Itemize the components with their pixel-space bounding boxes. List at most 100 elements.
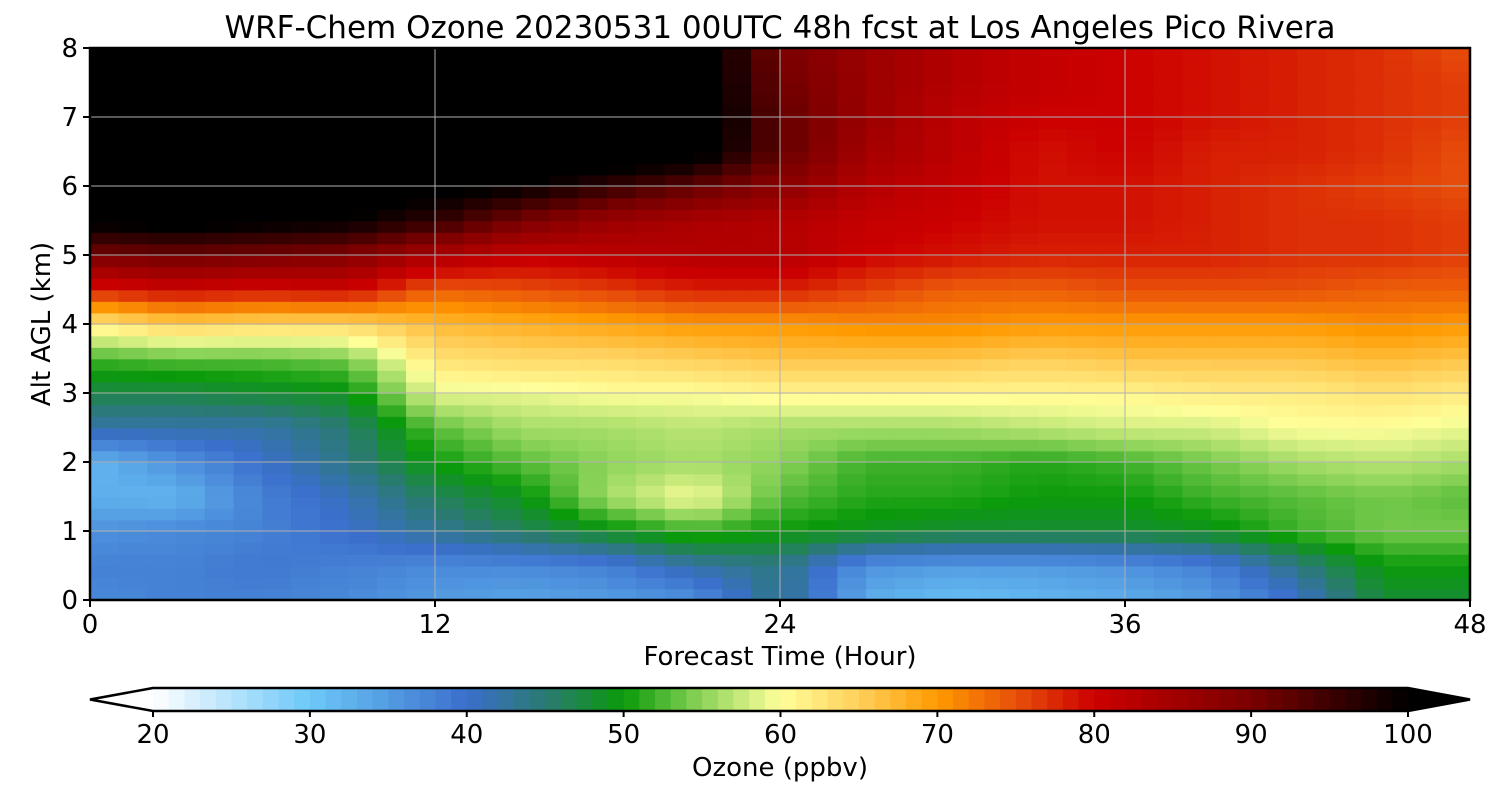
heatmap-cell bbox=[1441, 519, 1471, 532]
heatmap-cell bbox=[204, 151, 235, 164]
heatmap-cell bbox=[233, 392, 264, 406]
heatmap-cell bbox=[262, 208, 293, 222]
heatmap-cell bbox=[1182, 565, 1213, 578]
heatmap-cell bbox=[1153, 496, 1184, 509]
heatmap-cell bbox=[923, 450, 954, 463]
heatmap-cell bbox=[1009, 231, 1040, 245]
heatmap-cell bbox=[1211, 300, 1241, 314]
heatmap-cell bbox=[492, 208, 523, 222]
heatmap-cell bbox=[1441, 289, 1471, 302]
heatmap-cell bbox=[1239, 381, 1270, 394]
heatmap-cell bbox=[377, 381, 408, 394]
heatmap-cell bbox=[1239, 185, 1270, 199]
heatmap-cell bbox=[549, 47, 580, 61]
heatmap-cell bbox=[118, 47, 149, 61]
heatmap-cell bbox=[1038, 553, 1069, 567]
heatmap-cell bbox=[808, 300, 839, 314]
heatmap-cell bbox=[779, 323, 810, 337]
heatmap-cell bbox=[1124, 404, 1155, 417]
heatmap-cell bbox=[1354, 220, 1385, 233]
heatmap-cell bbox=[463, 346, 494, 360]
heatmap-cell bbox=[636, 300, 666, 314]
heatmap-cell bbox=[348, 542, 379, 555]
heatmap-cell bbox=[779, 473, 810, 486]
heatmap-cell bbox=[693, 197, 724, 210]
heatmap-cell bbox=[751, 323, 781, 337]
heatmap-cell bbox=[1268, 358, 1299, 371]
heatmap-cell bbox=[952, 289, 983, 302]
heatmap-cell bbox=[406, 300, 436, 314]
heatmap-cell bbox=[262, 484, 293, 498]
heatmap-cell bbox=[1182, 47, 1213, 61]
heatmap-cell bbox=[89, 185, 120, 199]
heatmap-cell bbox=[118, 208, 149, 222]
heatmap-cell bbox=[319, 404, 350, 417]
heatmap-cell bbox=[377, 473, 408, 486]
heatmap-cell bbox=[1412, 427, 1443, 440]
heatmap-cell bbox=[463, 47, 494, 61]
heatmap-cell bbox=[578, 507, 609, 521]
heatmap-cell bbox=[549, 450, 580, 463]
heatmap-cell bbox=[434, 576, 465, 590]
heatmap-cell bbox=[1182, 151, 1213, 164]
heatmap-cell bbox=[1239, 484, 1270, 498]
heatmap-cell bbox=[434, 496, 465, 509]
heatmap-cell bbox=[1326, 461, 1356, 475]
heatmap-cell bbox=[1354, 358, 1385, 371]
heatmap-cell bbox=[348, 312, 379, 325]
heatmap-cell bbox=[406, 392, 436, 406]
heatmap-cell bbox=[319, 358, 350, 371]
heatmap-cell bbox=[1124, 220, 1155, 233]
heatmap-cell bbox=[1124, 392, 1155, 406]
heatmap-cell bbox=[1067, 381, 1098, 394]
heatmap-cell bbox=[1124, 427, 1155, 440]
heatmap-cell bbox=[779, 392, 810, 406]
heatmap-cell bbox=[319, 484, 350, 498]
heatmap-cell bbox=[1153, 70, 1184, 84]
heatmap-cell bbox=[1096, 404, 1126, 417]
heatmap-cell bbox=[636, 461, 666, 475]
heatmap-cell bbox=[319, 519, 350, 532]
heatmap-cell bbox=[952, 93, 983, 107]
heatmap-cell bbox=[1211, 346, 1241, 360]
heatmap-cell bbox=[578, 335, 609, 348]
heatmap-cell bbox=[118, 93, 149, 107]
heatmap-cell bbox=[1124, 197, 1155, 210]
heatmap-cell bbox=[636, 450, 666, 463]
heatmap-cell bbox=[291, 542, 321, 555]
heatmap-cell bbox=[1412, 415, 1443, 429]
heatmap-cell bbox=[1354, 139, 1385, 153]
heatmap-cell bbox=[434, 565, 465, 578]
heatmap-cell bbox=[118, 128, 149, 141]
heatmap-cell bbox=[1441, 450, 1471, 463]
heatmap-cell bbox=[118, 358, 149, 371]
heatmap-cell bbox=[578, 151, 609, 164]
heatmap-cell bbox=[722, 450, 753, 463]
heatmap-cell bbox=[1326, 231, 1356, 245]
heatmap-cell bbox=[1124, 289, 1155, 302]
heatmap-cell bbox=[1182, 335, 1213, 348]
heatmap-cell bbox=[1211, 427, 1241, 440]
heatmap-cell bbox=[406, 496, 436, 509]
heatmap-cell bbox=[549, 185, 580, 199]
heatmap-cell bbox=[1038, 93, 1069, 107]
heatmap-cell bbox=[434, 312, 465, 325]
heatmap-cell bbox=[981, 576, 1011, 590]
heatmap-cell bbox=[607, 438, 638, 452]
heatmap-cell bbox=[751, 369, 781, 383]
heatmap-cell bbox=[1268, 369, 1299, 383]
colorbar-segment bbox=[1329, 688, 1346, 711]
colorbar-segment bbox=[1094, 688, 1111, 711]
heatmap-cell bbox=[779, 553, 810, 567]
colorbar-segment bbox=[576, 688, 593, 711]
heatmap-cell bbox=[693, 323, 724, 337]
heatmap-cell bbox=[434, 128, 465, 141]
heatmap-cell bbox=[1326, 576, 1356, 590]
heatmap-cell bbox=[894, 289, 925, 302]
heatmap-cell bbox=[492, 484, 523, 498]
heatmap-cell bbox=[808, 128, 839, 141]
heatmap-cell bbox=[751, 542, 781, 555]
heatmap-cell bbox=[636, 576, 666, 590]
heatmap-cell bbox=[751, 496, 781, 509]
